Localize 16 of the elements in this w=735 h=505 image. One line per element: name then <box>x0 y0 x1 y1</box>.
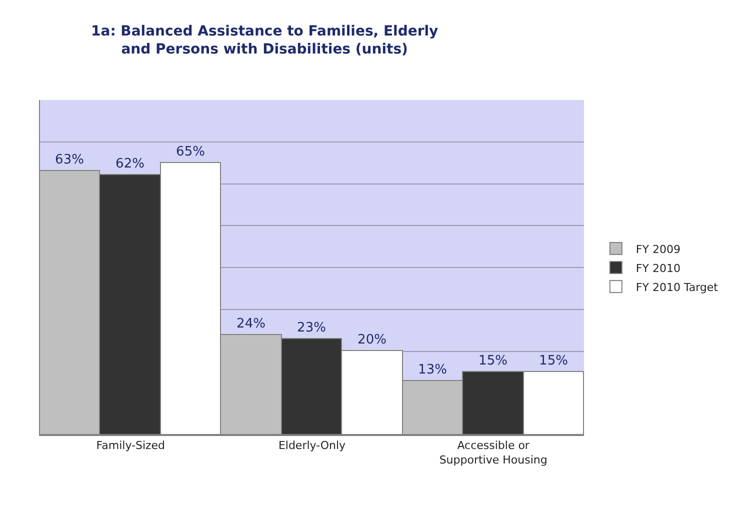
data-label: 63% <box>55 152 84 168</box>
chart-title: 1a: Balanced Assistance to Families, Elderly and Persons with Disabilities (units) <box>91 23 438 58</box>
legend-label: FY 2009 <box>636 242 680 256</box>
data-label: 13% <box>418 362 447 378</box>
data-label: 23% <box>297 320 326 336</box>
x-tick-label: Accessible or Supportive Housing <box>439 439 548 466</box>
data-label: 62% <box>116 156 144 172</box>
data-label: 65% <box>176 144 205 160</box>
data-label: 15% <box>539 354 568 368</box>
data-label: 15% <box>478 354 508 368</box>
data-label: 24% <box>236 316 266 332</box>
x-tick-label: Elderly-Only <box>278 439 346 452</box>
x-tick-label: Family-Sized <box>96 439 166 452</box>
legend-label: FY 2010 <box>636 262 680 275</box>
data-label: 20% <box>358 332 386 348</box>
legend-label: FY 2010 Target <box>636 280 719 294</box>
